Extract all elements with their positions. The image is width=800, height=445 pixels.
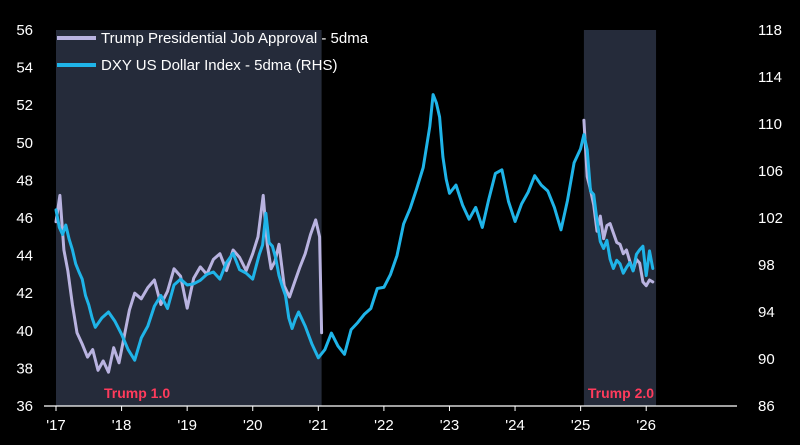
- shaded-period-label-2: Trump 2.0: [588, 385, 654, 401]
- dxy-series-line-segment-1: [54, 93, 655, 362]
- right-y-tick-label: 86: [758, 398, 775, 415]
- right-y-axis-ticks: 86 90 94 98 102 106 110 114 118: [758, 22, 783, 415]
- shaded-periods: Trump 1.0 Trump 2.0: [56, 30, 657, 406]
- x-axis-ticks: '17 '18 '19 '20 '21 '22 '23 '24 '25 '26: [46, 406, 656, 434]
- left-y-tick-label: 40: [16, 323, 33, 340]
- x-tick-label: '23: [440, 417, 460, 434]
- approval-series-line-segment-1: [54, 193, 324, 374]
- left-y-tick-label: 42: [16, 285, 33, 302]
- left-y-tick-label: 46: [16, 210, 33, 227]
- right-y-tick-label: 102: [758, 210, 783, 227]
- right-y-tick-label: 98: [758, 257, 775, 274]
- shaded-period-label-1: Trump 1.0: [104, 385, 170, 401]
- right-y-tick-label: 106: [758, 163, 783, 180]
- left-y-axis-ticks: 36 38 40 42 44 46 48 50 52 54 56: [16, 22, 33, 415]
- left-y-tick-label: 56: [16, 22, 33, 39]
- x-tick-label: '17: [46, 417, 66, 434]
- x-tick-label: '19: [177, 417, 197, 434]
- right-y-tick-label: 118: [758, 22, 782, 39]
- x-tick-label: '22: [374, 417, 394, 434]
- right-y-tick-label: 94: [758, 304, 775, 321]
- left-y-tick-label: 44: [16, 248, 33, 265]
- x-tick-label: '20: [243, 417, 263, 434]
- x-tick-label: '26: [636, 417, 656, 434]
- left-y-tick-label: 54: [16, 60, 33, 77]
- x-tick-label: '25: [571, 417, 591, 434]
- series-lines: [54, 93, 655, 374]
- right-y-tick-label: 90: [758, 351, 775, 368]
- left-y-tick-label: 36: [16, 398, 33, 415]
- x-tick-label: '21: [309, 417, 329, 434]
- right-y-tick-label: 114: [758, 69, 782, 86]
- legend: Trump Presidential Job Approval - 5dma DX…: [57, 30, 369, 74]
- shaded-period-1: [56, 30, 322, 406]
- left-y-tick-label: 50: [16, 135, 33, 152]
- x-tick-label: '24: [505, 417, 525, 434]
- legend-label-2: DXY US Dollar Index - 5dma (RHS): [101, 57, 337, 74]
- right-y-tick-label: 110: [758, 116, 782, 133]
- left-y-tick-label: 38: [16, 360, 33, 377]
- left-y-tick-label: 52: [16, 97, 33, 114]
- left-y-tick-label: 48: [16, 172, 33, 189]
- x-tick-label: '18: [112, 417, 132, 434]
- legend-label-1: Trump Presidential Job Approval - 5dma: [101, 30, 369, 47]
